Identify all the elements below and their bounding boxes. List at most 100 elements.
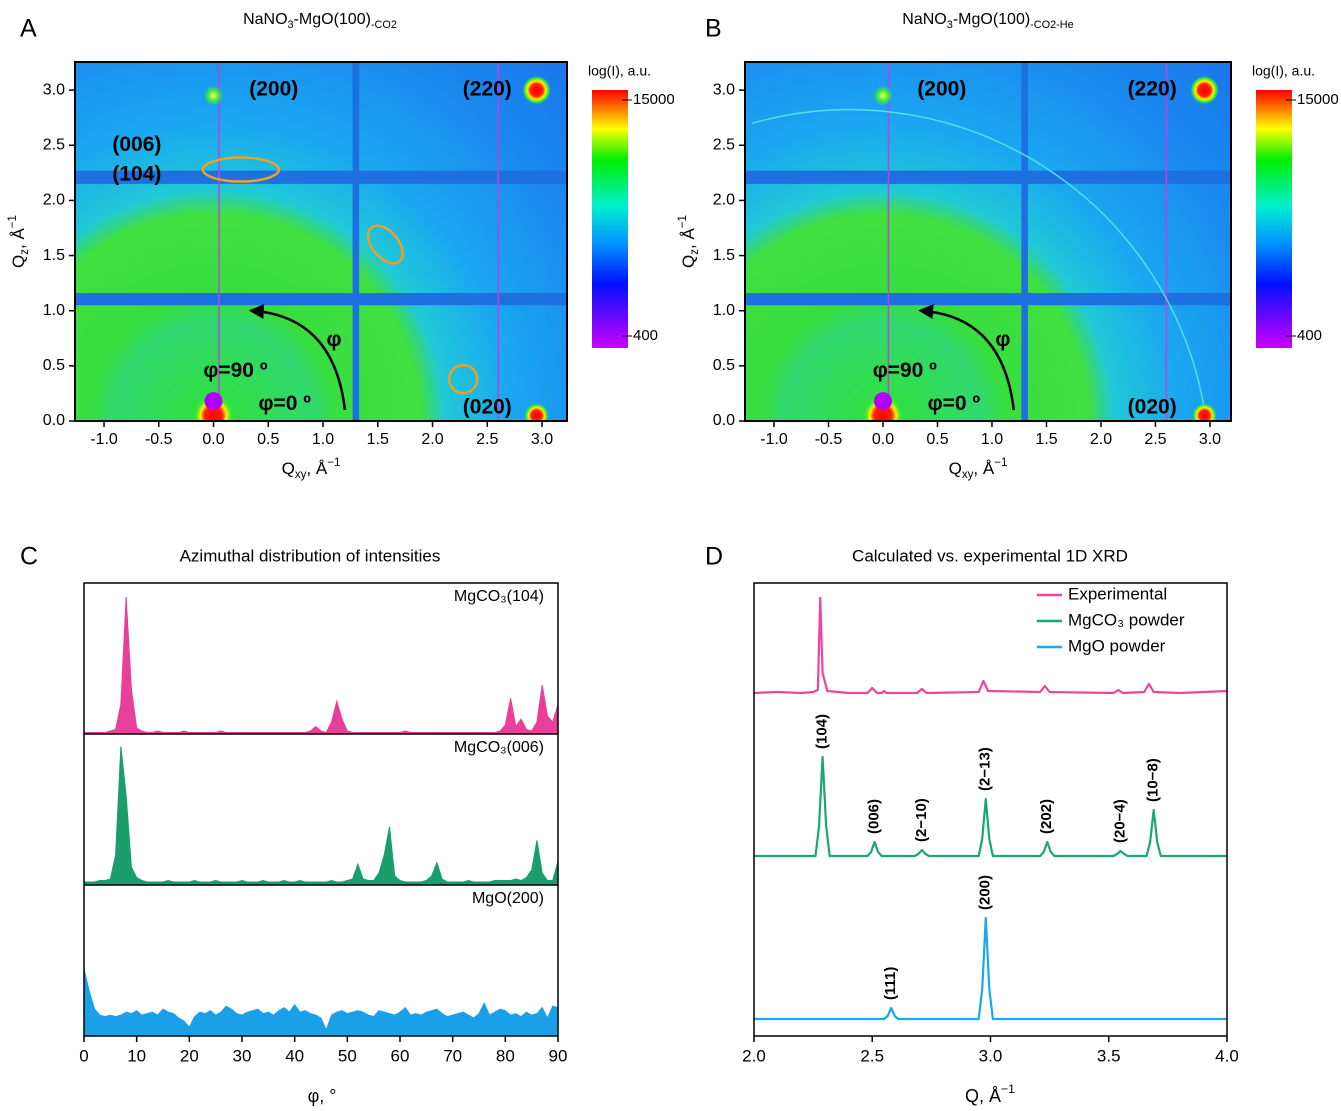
line (753, 596, 1228, 695)
x-tick-label: 70 (443, 1046, 462, 1065)
text-part: -MgO(100) (294, 11, 371, 28)
x-tick-label: 1.0 (312, 431, 334, 448)
chart-title: NaNO3-MgO(100)-CO2-He (902, 11, 1073, 30)
y-tick-label: 0.0 (713, 412, 735, 429)
text-part: −1 (1001, 1082, 1015, 1096)
text-part: -CO2 (371, 19, 397, 31)
colorbar (1256, 90, 1292, 348)
series-label: MgCO₃(006) (454, 739, 544, 756)
x-tick-label: 0.5 (926, 431, 948, 448)
area (83, 746, 559, 886)
beam-stop (204, 392, 223, 411)
panel-letter: C (20, 543, 38, 571)
y-tick-label: 1.0 (43, 302, 65, 319)
heatmap-background (745, 62, 1231, 421)
chart-title: Calculated vs. experimental 1D XRD (852, 546, 1128, 565)
chart-title: NaNO3-MgO(100)-CO2 (243, 11, 397, 30)
x-tick-label: 3.0 (531, 431, 553, 448)
line (754, 755, 1227, 858)
bragg-spot (203, 85, 224, 106)
x-tick-label: 0.0 (202, 431, 224, 448)
colorbar-label: log(I), a.u. (588, 63, 651, 79)
y-tick-label: 0.5 (713, 357, 735, 374)
highlight-ellipse (366, 224, 404, 265)
bragg-spot (872, 85, 893, 106)
x-tick-label: 1.0 (981, 431, 1003, 448)
text-part: NaNO (243, 11, 287, 28)
x-tick-label: 30 (233, 1046, 252, 1065)
text-part: -CO2-He (1030, 19, 1074, 31)
x-tick-label: 0.0 (872, 431, 894, 448)
x-tick-label: 2.5 (860, 1046, 884, 1065)
y-tick-label: 0.0 (43, 412, 65, 429)
x-tick-label: -1.0 (90, 431, 118, 448)
text-part: -MgO(100) (953, 11, 1030, 28)
peak-label: (10−8) (1145, 758, 1162, 802)
x-tick-label: 1.5 (367, 431, 389, 448)
y-tick-label: 0.5 (43, 357, 65, 374)
peak-annotation: (020) (463, 395, 512, 418)
x-tick-label: -0.5 (145, 431, 173, 448)
text-part: , Å (9, 228, 28, 249)
x-tick-label: 80 (496, 1046, 515, 1065)
phi-arrow (248, 304, 347, 411)
text-part: z (19, 249, 31, 255)
x-axis-label: φ, ° (308, 1086, 337, 1106)
x-tick-label: 60 (391, 1046, 410, 1065)
text-part: −1 (7, 215, 19, 228)
text-part: z (689, 249, 701, 255)
x-tick-label: 0 (79, 1046, 88, 1065)
peak-annotation: φ=0 º (258, 392, 311, 415)
peak-annotation: (220) (463, 78, 512, 101)
series-label: MgCO₃(104) (454, 588, 544, 605)
x-tick-label: 90 (549, 1046, 568, 1065)
peak-annotation: (200) (249, 78, 298, 101)
peak-annotation: (006) (112, 133, 161, 156)
text-part: −1 (994, 457, 1007, 469)
legend-label: MgO powder (1068, 636, 1166, 655)
bragg-spot (1192, 403, 1217, 421)
heatmap-background (75, 62, 567, 421)
panel-letter: B (705, 15, 722, 43)
peak-annotation: (104) (112, 163, 161, 186)
highlight-ellipse (201, 156, 281, 183)
text-part: 3 (947, 19, 953, 31)
colorbar-label: log(I), a.u. (1252, 63, 1315, 79)
plot-frame (74, 61, 568, 422)
series-label: MgO(200) (472, 890, 544, 907)
detector-gap (75, 170, 567, 184)
chart-title: Azimuthal distribution of intensities (180, 546, 441, 565)
x-tick-label: 0.5 (257, 431, 279, 448)
x-tick-label: 50 (338, 1046, 357, 1065)
text-part: xy (295, 469, 307, 481)
x-tick-label: 2.0 (421, 431, 443, 448)
x-tick-label: -0.5 (815, 431, 843, 448)
area (83, 596, 559, 735)
y-tick-label: 2.0 (43, 192, 65, 209)
text-part: Q (282, 459, 295, 478)
x-tick-label: 2.0 (742, 1046, 766, 1065)
heatmap-image (75, 62, 567, 421)
detector-gap (745, 170, 1231, 184)
x-tick-label: 2.0 (1090, 431, 1112, 448)
bragg-spot (524, 403, 549, 421)
y-tick-label: 3.0 (43, 81, 65, 98)
heatmap-image (745, 62, 1231, 421)
highlight-circle (447, 363, 479, 395)
y-tick-label: 3.0 (713, 81, 735, 98)
text-part: −1 (677, 215, 689, 228)
text-part: Q (949, 459, 962, 478)
detector-gap (352, 62, 360, 421)
line (754, 916, 1227, 1021)
peak-annotation: φ (326, 328, 341, 351)
y-tick-label: 1.0 (713, 302, 735, 319)
y-axis-label: Qz, Å−1 (7, 215, 31, 268)
text-part: , Å (306, 459, 327, 478)
x-tick-label: 3.0 (1199, 431, 1221, 448)
text-part: Q (679, 255, 698, 268)
text-part: Q (9, 255, 28, 268)
peak-annotation: (220) (1128, 78, 1177, 101)
text-part: 3 (288, 19, 294, 31)
x-tick-label: 10 (127, 1046, 146, 1065)
x-tick-label: 20 (180, 1046, 199, 1065)
